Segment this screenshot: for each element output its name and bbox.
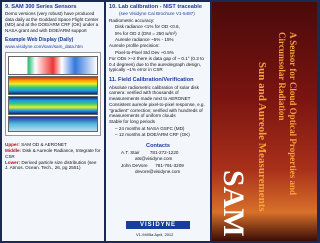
- url[interactable]: www.visidyne.com/sam/sam_data.htm: [5, 44, 83, 50]
- line: – 24 months at NASA GSFC (MD): [115, 125, 185, 131]
- line: Disk radiance <1% for OD <0.6,: [115, 24, 180, 30]
- heading: 9. SAM 300 Series Sensors: [5, 4, 77, 10]
- chart-image: [5, 51, 101, 136]
- caption-key: Lower:: [5, 160, 21, 166]
- caption: Derived particle size distribution (see …: [5, 160, 97, 171]
- line: Consistent aureole pixel-to-pixel respon…: [109, 102, 205, 118]
- heading: Contacts: [146, 142, 170, 149]
- title: SAM: [217, 170, 250, 237]
- line: Absolute radiometric calibration of sola…: [109, 84, 199, 101]
- note: (see Visidyne Cal Brochure V1-5487): [119, 11, 195, 17]
- caption-key: Middle:: [5, 148, 22, 154]
- caption: SAM OD & AERONET: [21, 141, 67, 147]
- line: For ODs >~2 there is data gap of ~ 0.1° …: [109, 56, 204, 73]
- doc-id: V1-9495a April, 2012: [136, 231, 174, 237]
- line: Pixel-to-Pixel Std Dev ~0.5%: [115, 49, 174, 55]
- subtitle: Sun and Aureole Measurements: [256, 62, 268, 212]
- middle-column: 10. Lab calibration - NIST traceable (se…: [106, 2, 210, 241]
- caption-key: Upper:: [5, 141, 20, 147]
- line: – 12 months at DOE/ARM CRF (OK): [115, 132, 190, 138]
- left-column: 9. SAM 300 Series Sensors Demo versions …: [2, 2, 104, 241]
- logo: VISIDYNE: [126, 221, 190, 229]
- contact: devore@visidyne.com: [135, 169, 181, 175]
- caption: Disk & Aureole Radiance, Integrate for C…: [5, 148, 101, 159]
- line: Aureole profile precision:: [109, 43, 160, 49]
- title-image: SAM Sun and Aureole Measurements A Senso…: [212, 2, 317, 241]
- heading: 10. Lab calibration - NIST traceable: [109, 4, 202, 10]
- line: Stable for long periods: [109, 119, 155, 125]
- contact: John DeVore 781-791-3209: [121, 162, 184, 168]
- heading: 11. Field Calibration/Verification: [109, 77, 194, 84]
- line: Aureole radiance ~5% - 15%: [115, 37, 174, 43]
- body: Demo versions (very robust) have produce…: [5, 11, 99, 33]
- tagline: A Sensor for Cloud Optical Properties an…: [277, 32, 298, 196]
- contact: ats@visidyne.com: [135, 156, 173, 162]
- example-title: Example Web Display (Daily): [5, 37, 74, 44]
- line: 5% for OD 2 (DNI = 250 w/m²): [115, 30, 177, 36]
- line: Radiometric accuracy:: [109, 17, 155, 23]
- contact: A.T. Stair 781-272-1220: [121, 149, 179, 155]
